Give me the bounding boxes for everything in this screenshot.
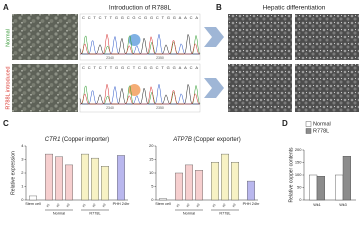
position: 2340 <box>106 56 114 60</box>
micrograph <box>12 14 78 60</box>
trace <box>79 34 201 55</box>
chart-title: ATP7B (Copper exporter) <box>172 137 240 143</box>
y-tick-label: 1 <box>21 184 24 189</box>
mutation-highlight <box>128 34 141 46</box>
x-tick-label: Wk3 <box>339 203 347 207</box>
x-tick-label: #3 <box>231 203 236 208</box>
x-tick-label: #1 <box>81 203 86 208</box>
bar <box>335 174 344 201</box>
gene-name: CTR1 <box>45 137 61 143</box>
micrograph <box>228 64 292 112</box>
panel-label: A <box>3 3 9 12</box>
y-tick-label: 10 <box>149 170 154 175</box>
bar <box>309 174 318 201</box>
y-tick-label: 4 <box>21 143 24 148</box>
group-label: R778L <box>219 212 230 216</box>
y-tick-label: 0 <box>151 197 154 202</box>
x-tick-label: #2 <box>55 203 60 208</box>
y-tick-label: 5 <box>151 184 154 189</box>
legend-label: Normal <box>313 121 331 127</box>
y-tick-label: 50 <box>297 185 302 190</box>
x-tick-label: #1 <box>211 203 216 208</box>
panel-title: Hepatic differentiation <box>263 5 326 12</box>
trace <box>79 84 201 105</box>
group-label: Normal <box>183 212 195 216</box>
bar <box>342 156 352 201</box>
x-tick-label: #1 <box>45 203 50 208</box>
x-tick-label: #2 <box>185 203 190 208</box>
group-label: R778L <box>89 212 100 216</box>
y-tick-label: 3 <box>21 157 24 162</box>
chart-title-text: (Copper exporter) <box>193 137 240 143</box>
y-tick-label: 2 <box>21 170 24 175</box>
bar <box>210 161 219 201</box>
x-tick-label: #1 <box>175 203 180 208</box>
bar <box>230 161 239 201</box>
bar <box>100 166 109 201</box>
bar <box>55 156 64 201</box>
legend-label: R778L <box>313 128 329 134</box>
figure: A Introduction of R788L B Hepatic differ… <box>3 3 359 216</box>
row-label: R788L introduced <box>5 66 11 109</box>
bar <box>116 155 125 201</box>
position: 2340 <box>106 106 114 110</box>
x-tick-label: #3 <box>195 203 200 208</box>
bar <box>246 180 255 201</box>
gene-name: ATP7B <box>172 137 192 143</box>
y-tick-label: 100 <box>295 172 302 177</box>
bar <box>29 195 38 201</box>
panel-title: Introduction of R788L <box>109 5 172 12</box>
y-axis-label: Relative copper contents <box>288 147 294 203</box>
mutation-highlight <box>128 84 141 96</box>
y-tick-label: 0 <box>21 197 24 202</box>
bar <box>316 176 326 201</box>
legend-swatch <box>305 121 312 127</box>
x-tick-label: #3 <box>101 203 106 208</box>
group-label: Normal <box>53 212 65 216</box>
group-label: PHH 24hr <box>243 202 260 206</box>
bar <box>90 157 99 201</box>
y-axis-label: Relative expression <box>10 151 16 195</box>
micrograph <box>228 14 292 60</box>
bar <box>80 153 89 201</box>
panel-label: B <box>216 3 222 12</box>
y-tick-label: 0 <box>299 197 302 202</box>
group-label: Stem cell <box>155 202 171 206</box>
arrow <box>204 78 224 98</box>
legend-swatch <box>305 128 312 134</box>
position: 2350 <box>156 56 164 60</box>
x-tick-label: #3 <box>65 203 70 208</box>
bar <box>184 164 193 201</box>
y-tick-label: 20 <box>149 143 154 148</box>
chart-title-text: (Copper importer) <box>62 137 109 143</box>
chart-title: CTR1 (Copper importer) <box>45 137 110 143</box>
row-label: Normal <box>5 29 11 47</box>
y-tick-label: 200 <box>295 147 302 152</box>
micrograph <box>295 64 359 112</box>
x-tick-label: #2 <box>221 203 226 208</box>
x-tick-label: Wk1 <box>313 203 321 207</box>
bar <box>158 198 167 201</box>
bar <box>194 170 203 201</box>
group-label: Stem cell <box>25 202 41 206</box>
group-label: PHH 24hr <box>113 202 130 206</box>
bar <box>220 153 229 201</box>
chromatogram <box>79 13 201 61</box>
x-tick-label: #2 <box>91 203 96 208</box>
micrograph <box>12 64 78 112</box>
bar <box>64 164 73 201</box>
panel-label: C <box>3 119 9 128</box>
sequence: CCTCTTGGCGCGGCTGGAACA <box>82 15 198 20</box>
y-tick-label: 150 <box>295 160 302 165</box>
bar <box>45 153 54 201</box>
y-tick-label: 15 <box>149 157 154 162</box>
position: 2350 <box>156 106 164 110</box>
sequence: CCTCTTGGCTCGGCTGGAACA <box>82 65 198 70</box>
arrow <box>204 27 224 47</box>
bar <box>174 172 183 201</box>
panel-label: D <box>282 119 288 128</box>
micrograph <box>295 14 359 60</box>
